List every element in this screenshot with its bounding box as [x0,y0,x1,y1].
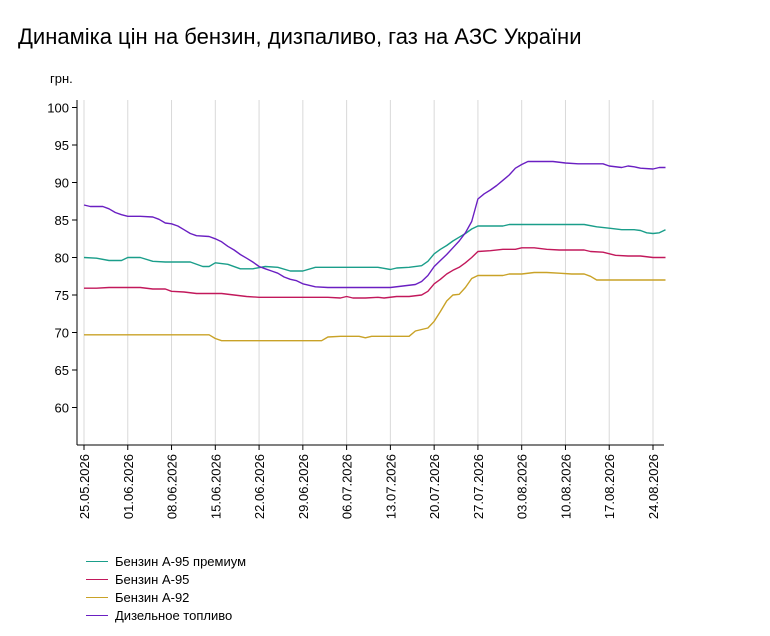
y-tick-label: 75 [55,288,69,303]
y-tick-label: 70 [55,326,69,341]
series-lines [83,160,666,342]
y-tick-label: 90 [55,176,69,191]
axes [76,100,664,446]
x-tick-label: 25.05.2026 [77,454,92,519]
x-tick-label: 06.07.2026 [340,454,355,519]
legend: Бензин А-95 премиум Бензин А-95 Бензин А-9… [86,552,246,624]
legend-label: Бензин А-95 [115,571,190,587]
series-line-1 [83,223,666,272]
x-tick-label: 29.06.2026 [296,454,311,519]
x-axis-ticks: 25.05.2026 01.06.2026 08.06.2026 15.06.2026… [77,445,661,519]
legend-item: Бензин А-92 [86,588,246,606]
legend-swatch [86,596,108,598]
legend-item: Бензин А-95 [86,570,246,588]
y-tick-label: 65 [55,363,69,378]
legend-label: Бензин А-92 [115,589,190,605]
legend-item: Дизельное топливо [86,606,246,624]
legend-swatch [86,614,108,616]
chart-title: Динаміка цін на бензин, дизпаливо, газ н… [18,24,582,49]
x-tick-label: 10.08.2026 [558,454,573,519]
y-tick-label: 100 [47,101,69,116]
x-tick-label: 15.06.2026 [208,454,223,519]
y-tick-label: 80 [55,251,69,266]
x-tick-label: 20.07.2026 [427,454,442,519]
x-tick-label: 08.06.2026 [165,454,180,519]
series-line-2 [84,247,666,299]
x-tick-label: 27.07.2026 [471,454,486,519]
y-axis-ticks: 60 65 70 75 80 85 90 95 100 [47,101,77,416]
grid-lines [83,100,654,445]
legend-label: Дизельное топливо [115,607,233,623]
y-tick-label: 85 [55,213,69,228]
series-line-3 [84,271,666,342]
legend-swatch [86,578,108,580]
x-tick-label: 22.06.2026 [252,454,267,519]
legend-swatch [86,560,108,562]
x-tick-label: 03.08.2026 [515,454,530,519]
legend-item: Бензин А-95 премиум [86,552,246,570]
legend-label: Бензин А-95 премиум [115,553,247,569]
y-tick-label: 95 [55,138,69,153]
y-tick-label: 60 [55,401,69,416]
x-tick-label: 24.08.2026 [646,454,661,519]
x-tick-label: 17.08.2026 [602,454,617,519]
x-tick-label: 01.06.2026 [121,454,136,519]
series-line-4 [83,160,666,289]
x-tick-label: 13.07.2026 [383,454,398,519]
y-axis-label: грн. [50,71,73,86]
